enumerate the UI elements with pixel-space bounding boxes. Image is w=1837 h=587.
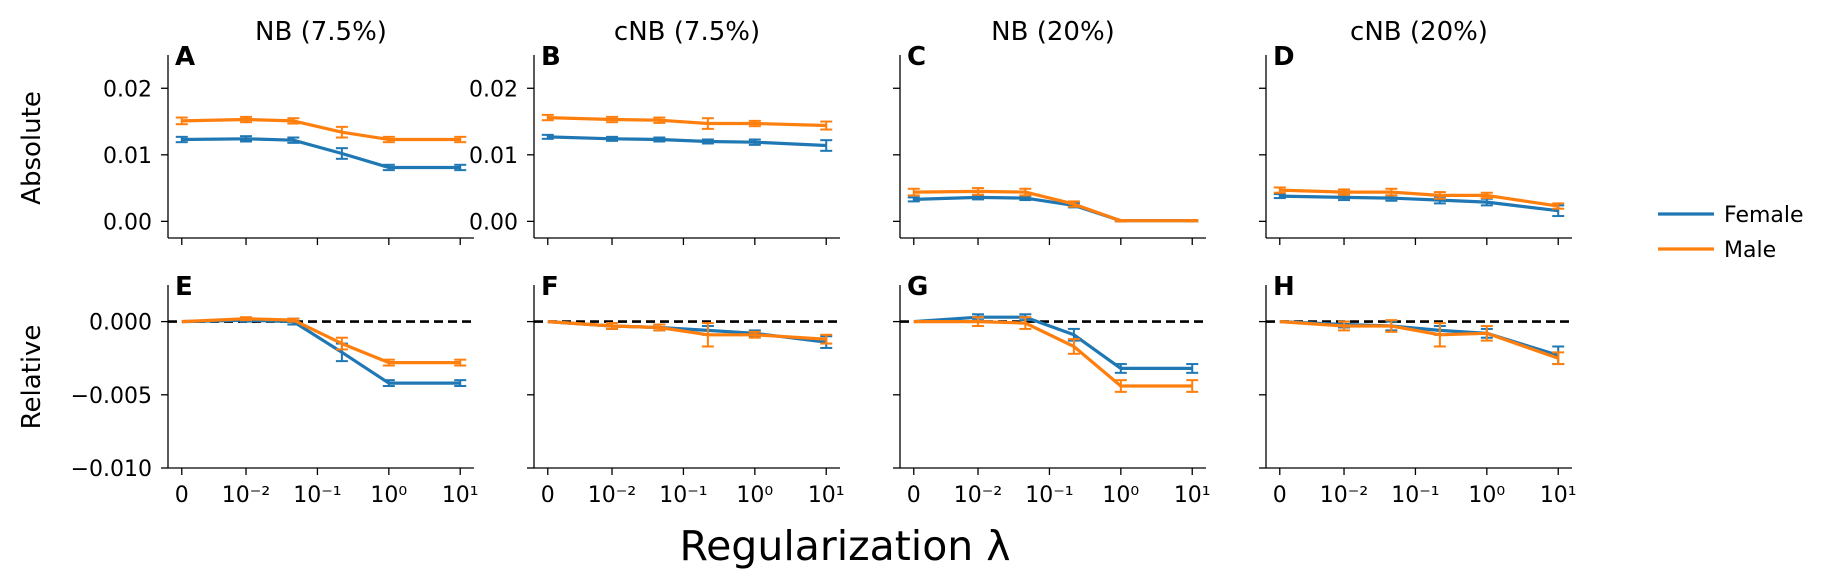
y-tick-label-b: 0.00 [469,210,518,235]
series-line-male-h [1279,320,1559,360]
series-line-male-g [913,320,1193,388]
x-tick-label-f: 10¹ [808,483,845,508]
row-label-absolute: Absolute [17,91,47,205]
series-line-male-f [547,320,827,341]
x-tick-label-f: 10⁻² [588,483,636,508]
y-tick-label-e: −0.010 [71,457,152,482]
panel-letter-f: F [541,272,559,302]
x-tick-label-f: 10⁰ [736,483,773,508]
panel-letter-b: B [541,42,561,72]
x-tick-label-g: 0 [907,483,921,508]
panel-title-a: NB (7.5%) [255,17,387,47]
series-line-female-e [181,318,461,385]
x-tick-label-f: 0 [541,483,555,508]
panel-letter-g: G [907,272,928,302]
panel-c: C NB (20%) [893,17,1206,245]
legend-label-female: Female [1724,203,1804,228]
panel-letter-e: E [175,272,193,302]
y-tick-label-b: 0.01 [469,144,518,169]
series-line-female-c [913,195,1193,223]
series-line-female-g [913,315,1193,370]
series-line-male-d [1279,188,1559,208]
x-tick-label-h: 10¹ [1540,483,1577,508]
legend-label-male: Male [1724,238,1776,263]
series-line-female-h [1279,320,1559,357]
panel-g: 0 10⁻² 10⁻¹ 10⁰ 10¹ G [893,272,1211,508]
panel-title-d: cNB (20%) [1350,17,1488,47]
x-tick-label-h: 10⁰ [1468,483,1505,508]
x-tick-label-g: 10¹ [1174,483,1211,508]
x-tick-label-h: 10⁻¹ [1391,483,1439,508]
x-tick-label-e: 0 [175,483,189,508]
panel-f: 0 10⁻² 10⁻¹ 10⁰ 10¹ F [527,272,845,508]
x-tick-label-h: 0 [1273,483,1287,508]
panel-letter-c: C [907,42,926,72]
x-tick-label-e: 10¹ [442,483,479,508]
series-line-male-a [181,117,461,142]
x-tick-label-g: 10⁻¹ [1025,483,1073,508]
series-line-female-d [1279,194,1559,213]
series-line-male-e [181,317,461,365]
panel-letter-a: A [175,42,195,72]
panel-a: 0.00 0.01 0.02 A NB (7.5%) [103,17,474,245]
y-tick-label-e: −0.005 [71,384,152,409]
x-tick-label-e: 10⁰ [370,483,407,508]
series-line-female-b [547,135,827,148]
y-tick-label-b: 0.02 [469,77,518,102]
y-tick-label-a: 0.00 [103,210,152,235]
series-line-male-c [913,189,1193,223]
y-tick-label-a: 0.02 [103,77,152,102]
panel-h: 0 10⁻² 10⁻¹ 10⁰ 10¹ H [1259,272,1577,508]
y-tick-label-e: 0.000 [89,311,152,336]
panel-title-b: cNB (7.5%) [614,17,760,47]
x-tick-label-f: 10⁻¹ [659,483,707,508]
panel-letter-h: H [1273,272,1295,302]
panel-letter-d: D [1273,42,1295,72]
x-axis-label: Regularization λ [679,522,1010,570]
y-tick-label-a: 0.01 [103,144,152,169]
x-tick-label-g: 10⁻² [954,483,1002,508]
panel-title-c: NB (20%) [991,17,1115,47]
row-label-relative: Relative [17,325,47,430]
x-tick-label-e: 10⁻² [222,483,270,508]
series-line-female-a [181,137,461,170]
legend: Female Male [1658,203,1804,263]
series-line-male-b [547,116,827,128]
x-tick-label-e: 10⁻¹ [293,483,341,508]
x-tick-label-h: 10⁻² [1320,483,1368,508]
panel-e: −0.010 −0.005 0.000 0 10⁻² 10⁻¹ 10⁰ 10¹ E [71,272,479,508]
x-tick-label-g: 10⁰ [1102,483,1139,508]
